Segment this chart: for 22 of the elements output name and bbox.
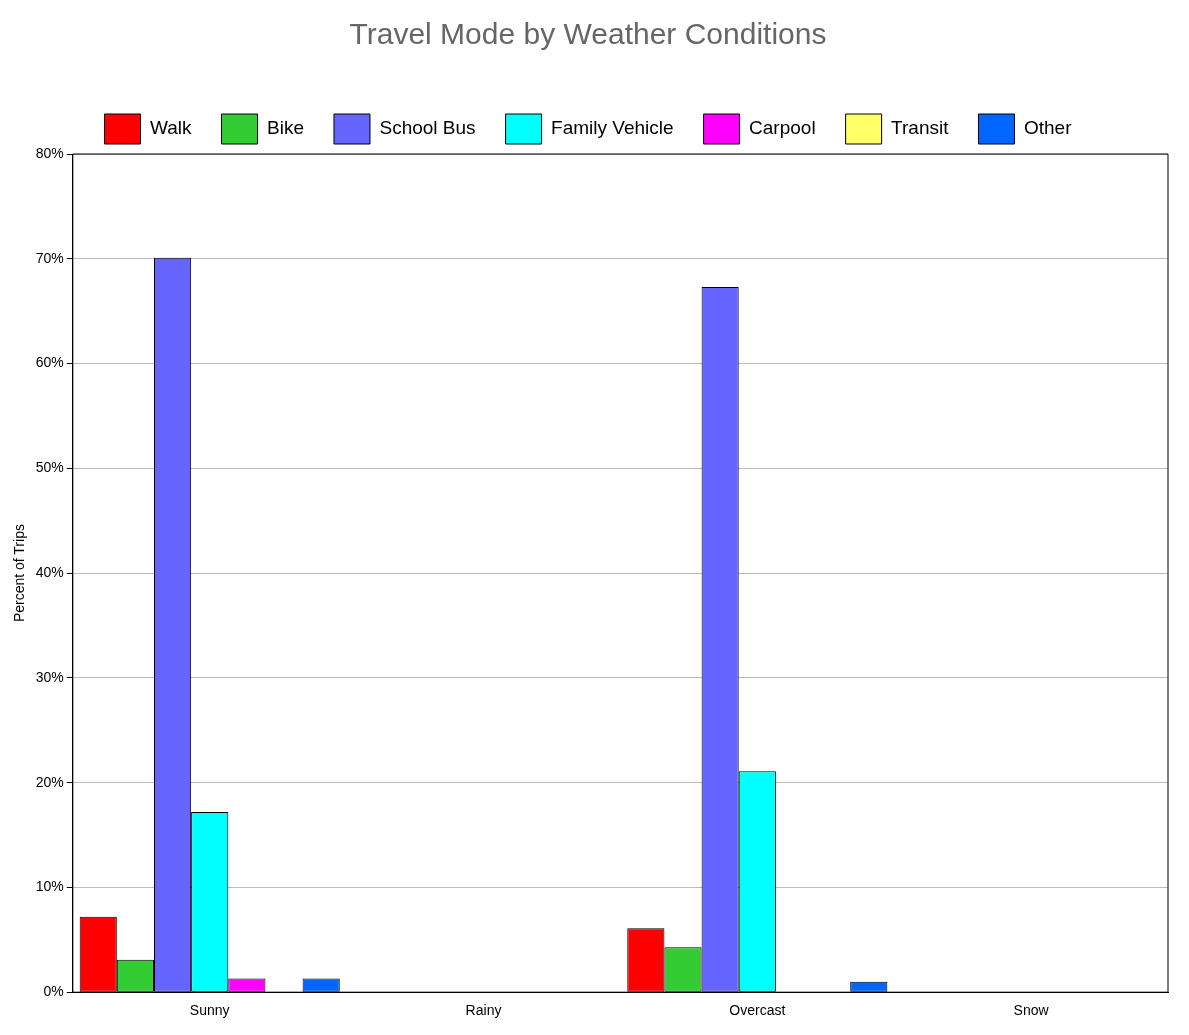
x-tick-label: Overcast <box>729 1002 786 1019</box>
x-tick-label: Snow <box>1013 1002 1050 1019</box>
legend-label: Transit <box>891 117 950 139</box>
legend-label: Carpool <box>749 117 816 139</box>
legend-label: School Bus <box>379 117 476 139</box>
y-tick-label: 30% <box>35 668 64 685</box>
x-tick-label: Sunny <box>189 1002 230 1019</box>
y-tick-label: 20% <box>35 773 64 790</box>
y-tick-label: 40% <box>35 563 64 580</box>
y-tick-label: 70% <box>35 249 64 266</box>
y-axis-title: Percent of Trips <box>11 524 28 623</box>
legend-label: Walk <box>150 117 193 139</box>
chart-title: Travel Mode by Weather Conditions <box>349 17 827 51</box>
y-tick-label: 60% <box>35 354 64 371</box>
legend-label: Family Vehicle <box>551 117 674 139</box>
legend-label: Bike <box>267 117 304 139</box>
legend-label: Other <box>1023 117 1073 139</box>
y-tick-label: 0% <box>43 983 64 1000</box>
y-tick-label: 50% <box>35 459 64 476</box>
y-tick-label: 80% <box>35 144 64 161</box>
y-tick-label: 10% <box>35 878 64 895</box>
x-tick-label: Rainy <box>465 1002 502 1019</box>
